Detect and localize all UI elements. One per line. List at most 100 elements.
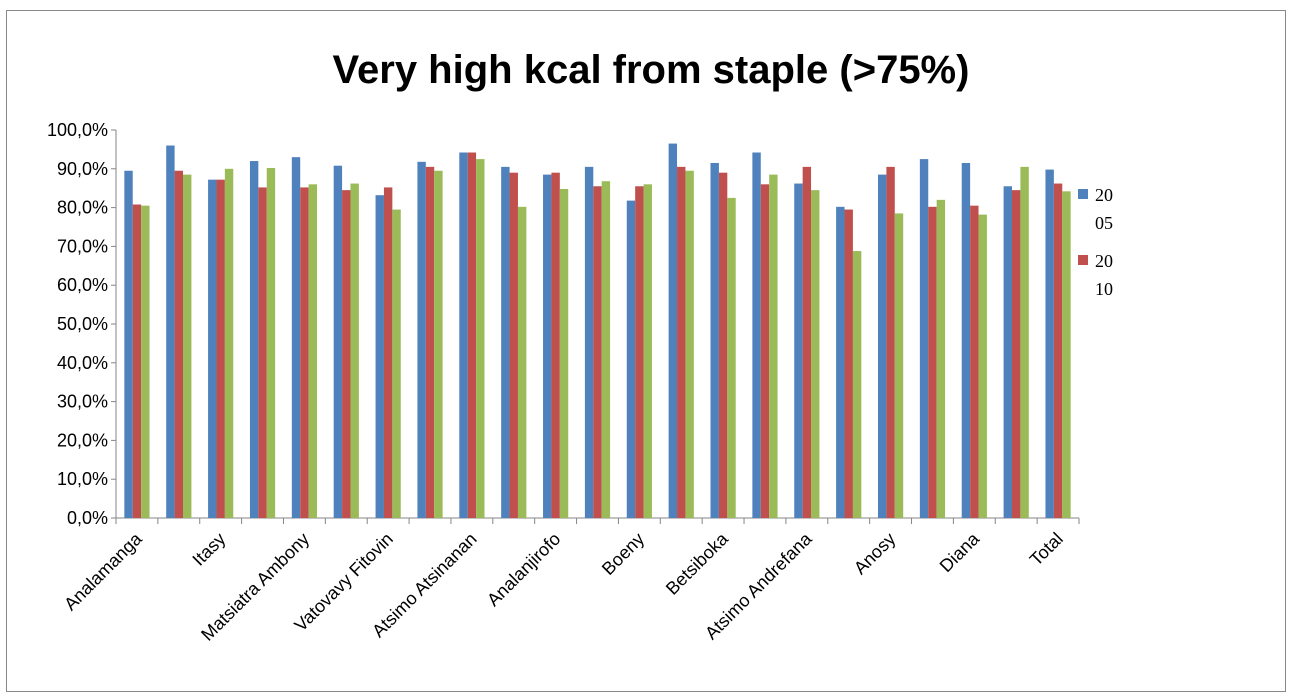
bar-series-1 bbox=[249, 161, 259, 519]
bar-series-2 bbox=[886, 166, 895, 519]
bar-series-1 bbox=[208, 179, 217, 518]
bar-series-3 bbox=[517, 206, 527, 518]
x-category-label: Diana bbox=[936, 528, 984, 576]
bar-series-2 bbox=[760, 184, 770, 518]
bar-series-3 bbox=[894, 213, 904, 519]
bar-series-1 bbox=[794, 183, 803, 518]
legend-label: 10 bbox=[1095, 279, 1113, 299]
bar-series-2 bbox=[844, 209, 853, 519]
bar-series-3 bbox=[727, 197, 736, 518]
bar-series-2 bbox=[718, 172, 728, 518]
legend-label: 20 bbox=[1095, 185, 1113, 205]
bar-series-2 bbox=[970, 205, 979, 518]
bar-series-3 bbox=[559, 188, 569, 518]
x-category-label: Itasy bbox=[188, 529, 229, 570]
chart-svg: Very high kcal from staple (>75%) 0,0% 10… bbox=[47, 48, 1113, 645]
y-tick-label: 100,0% bbox=[47, 120, 108, 140]
y-tick-label: 80,0% bbox=[57, 198, 108, 218]
bar-series-2 bbox=[635, 186, 644, 518]
y-tick-label: 90,0% bbox=[57, 159, 108, 179]
bar-series-3 bbox=[811, 190, 820, 518]
bar-series-2 bbox=[593, 186, 602, 518]
bar-series-2 bbox=[509, 172, 518, 518]
bar-series-1 bbox=[1003, 186, 1012, 518]
y-tick-label: 30,0% bbox=[57, 392, 108, 412]
bar-series-3 bbox=[183, 174, 192, 518]
bar-series-2 bbox=[300, 187, 309, 518]
bar-series-2 bbox=[1053, 183, 1063, 518]
bar-series-2 bbox=[174, 170, 184, 519]
bar-series-3 bbox=[769, 174, 778, 518]
bar-series-1 bbox=[1045, 169, 1054, 519]
bar-series-3 bbox=[1020, 166, 1029, 519]
y-tick-label: 60,0% bbox=[57, 275, 108, 295]
bar-series-1 bbox=[543, 174, 552, 518]
bar-series-2 bbox=[258, 187, 267, 518]
x-category-label: Betsiboka bbox=[662, 528, 733, 599]
bar-series-1 bbox=[919, 159, 929, 518]
bar-series-3 bbox=[1062, 191, 1071, 518]
bar-series-3 bbox=[224, 168, 234, 519]
bar-series-3 bbox=[476, 159, 485, 518]
legend-label: 05 bbox=[1095, 213, 1113, 233]
bar-series-1 bbox=[124, 170, 133, 519]
bar-series-1 bbox=[752, 152, 761, 518]
bar-series-1 bbox=[877, 174, 887, 518]
bar-series-3 bbox=[685, 170, 694, 519]
x-category-label: Anosy bbox=[850, 529, 900, 579]
y-tick-label: 70,0% bbox=[57, 236, 108, 256]
bar-series-1 bbox=[417, 161, 426, 519]
bar-series-2 bbox=[342, 190, 351, 518]
bar-series-1 bbox=[584, 166, 594, 519]
y-tick-label: 0,0% bbox=[67, 508, 108, 528]
bar-series-1 bbox=[501, 166, 510, 519]
bar-series-3 bbox=[978, 214, 987, 519]
bar-series-3 bbox=[936, 199, 946, 518]
bar-series-2 bbox=[132, 204, 142, 518]
bar-series-2 bbox=[677, 166, 686, 519]
bar-series-3 bbox=[392, 209, 401, 519]
y-tick-label: 40,0% bbox=[57, 353, 108, 373]
bar-series-2 bbox=[1011, 190, 1021, 518]
bar-series-1 bbox=[668, 143, 678, 518]
bar-series-1 bbox=[459, 152, 468, 518]
x-category-label: Total bbox=[1026, 529, 1067, 570]
bar-series-2 bbox=[425, 166, 435, 519]
chart-frame: Very high kcal from staple (>75%) 0,0% 10… bbox=[6, 10, 1286, 692]
bar-series-1 bbox=[961, 162, 971, 519]
bars bbox=[124, 143, 1071, 519]
bar-series-1 bbox=[166, 145, 175, 518]
bar-series-1 bbox=[333, 165, 343, 519]
bar-series-2 bbox=[467, 152, 477, 518]
bar-series-1 bbox=[710, 162, 719, 519]
y-tick-label: 20,0% bbox=[57, 430, 108, 450]
bar-series-3 bbox=[852, 251, 862, 518]
bar-series-2 bbox=[383, 187, 393, 518]
y-axis: 0,0% 10,0% 20,0% 30,0% 40,0% 50,0% 60,0% 70,0% 8… bbox=[47, 120, 117, 528]
bar-series-3 bbox=[434, 170, 443, 519]
bar-series-1 bbox=[836, 206, 845, 518]
bar-series-2 bbox=[216, 179, 225, 518]
bar-series-3 bbox=[266, 168, 276, 519]
legend-label: 20 bbox=[1095, 251, 1113, 271]
bar-series-1 bbox=[375, 195, 384, 518]
chart-title: Very high kcal from staple (>75%) bbox=[333, 48, 970, 92]
bar-series-3 bbox=[350, 183, 359, 518]
bar-series-3 bbox=[643, 184, 652, 518]
bar-series-3 bbox=[141, 205, 150, 518]
x-category-label: Analamanga bbox=[60, 528, 146, 614]
x-category-label: Boeny bbox=[598, 529, 648, 579]
bar-series-1 bbox=[291, 157, 301, 518]
bar-series-2 bbox=[802, 166, 812, 519]
legend-swatch bbox=[1078, 189, 1088, 199]
bar-series-3 bbox=[601, 181, 611, 518]
legend-swatch bbox=[1078, 255, 1088, 265]
bar-series-2 bbox=[551, 172, 560, 518]
x-category-label: Analanjirofo bbox=[483, 529, 564, 610]
bar-series-2 bbox=[928, 206, 937, 518]
y-tick-label: 50,0% bbox=[57, 314, 108, 334]
bar-series-3 bbox=[308, 184, 318, 518]
y-tick-label: 10,0% bbox=[57, 469, 108, 489]
bar-series-1 bbox=[626, 200, 636, 518]
